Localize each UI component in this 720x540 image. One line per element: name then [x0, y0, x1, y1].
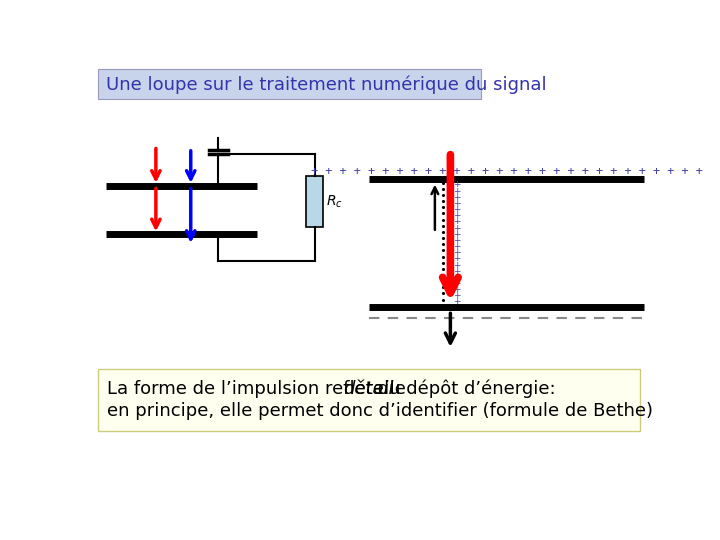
- Text: +: +: [453, 205, 460, 214]
- Bar: [306, 177, 323, 226]
- Text: en principe, elle permet donc d’identifier (formule de Bethe): en principe, elle permet donc d’identifi…: [107, 402, 653, 420]
- Text: +: +: [453, 193, 460, 202]
- Text: +: +: [453, 298, 460, 307]
- Text: +: +: [453, 254, 460, 264]
- Text: +: +: [453, 224, 460, 233]
- Text: +: +: [453, 187, 460, 195]
- Text: Une loupe sur le traitement numérique du signal: Une loupe sur le traitement numérique du…: [106, 76, 546, 94]
- Text: +: +: [453, 285, 460, 294]
- Text: La forme de l’impulsion reflète le: La forme de l’impulsion reflète le: [107, 380, 412, 398]
- Text: +: +: [453, 279, 460, 288]
- Text: +: +: [453, 230, 460, 239]
- Text: +: +: [453, 248, 460, 257]
- Text: +: +: [453, 267, 460, 275]
- Text: du dépôt d’énergie:: du dépôt d’énergie:: [372, 380, 556, 398]
- Text: +: +: [453, 260, 460, 269]
- Text: +: +: [453, 211, 460, 220]
- Text: +: +: [453, 199, 460, 208]
- Text: + + + + + + + + + + + + + + + + + + + + + + + + + + + +: + + + + + + + + + + + + + + + + + + + + …: [310, 165, 703, 178]
- Text: +: +: [453, 180, 460, 190]
- Text: détail: détail: [343, 380, 394, 398]
- Text: +: +: [453, 291, 460, 300]
- Text: $R_c$: $R_c$: [325, 193, 343, 210]
- Bar: [98, 369, 640, 430]
- Text: +: +: [453, 218, 460, 226]
- Text: +: +: [453, 242, 460, 251]
- Text: +: +: [453, 236, 460, 245]
- Bar: [98, 69, 482, 99]
- Text: +: +: [453, 273, 460, 282]
